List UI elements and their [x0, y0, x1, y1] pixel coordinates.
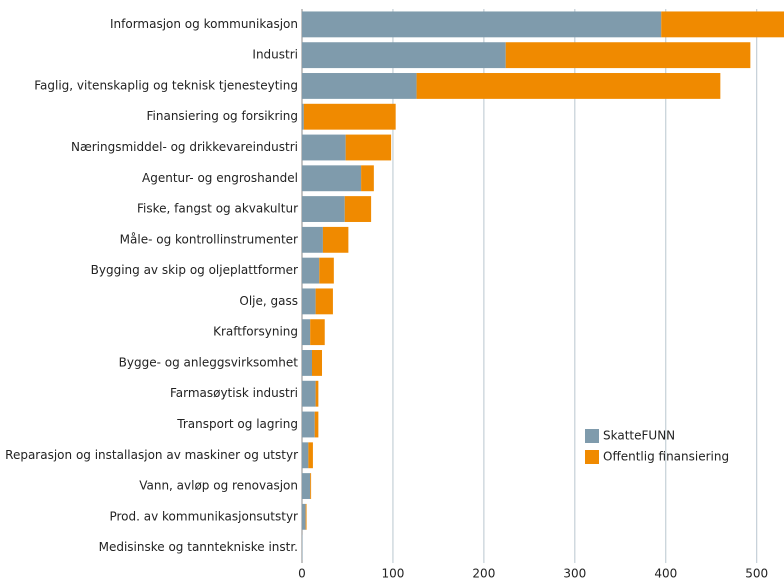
bar: [344, 196, 372, 222]
bar: [361, 165, 374, 192]
bar: [302, 196, 345, 222]
y-tick-label: Faglig, vitenskaplig og teknisk tjeneste…: [34, 78, 298, 92]
x-tick-label: 100: [381, 567, 404, 581]
y-tick-label: Transport og lagring: [176, 417, 298, 431]
bars: [302, 11, 784, 560]
bar: [302, 103, 304, 130]
bar: [302, 257, 320, 284]
y-tick-label: Reparasjon og installasjon av maskiner o…: [5, 448, 298, 462]
legend-label: SkatteFUNN: [603, 429, 675, 443]
y-tick-label: Måle- og kontrollinstrumenter: [120, 232, 298, 246]
bar: [302, 165, 362, 192]
bar: [312, 350, 323, 376]
bar: [661, 11, 784, 38]
bar: [314, 411, 319, 438]
bar: [416, 73, 721, 99]
bar: [310, 319, 325, 346]
labels: 0 100 200 300 400 500 Informasjon og kommunika…: [5, 17, 768, 581]
y-tick-label: Prod. av kommunikasjonsutstyr: [109, 509, 298, 523]
y-tick-label: Olje, gass: [239, 294, 298, 308]
bar: [302, 319, 311, 346]
bar: [302, 380, 316, 407]
y-tick-label: Vann, avløp og renovasjon: [139, 479, 298, 493]
grid: [301, 9, 758, 563]
bar: [319, 257, 334, 284]
legend-label: Offentlig finansiering: [603, 450, 729, 464]
y-tick-label: Fiske, fangst og akvakultur: [137, 202, 298, 216]
bar: [302, 503, 306, 530]
bar: [302, 226, 323, 253]
bar: [302, 411, 315, 438]
y-tick-label: Agentur- og engroshandel: [142, 171, 298, 185]
bar: [302, 134, 346, 161]
bar: [302, 288, 316, 315]
bar: [345, 134, 392, 161]
bar: [302, 442, 309, 469]
x-tick-label: 300: [563, 567, 586, 581]
bar: [315, 288, 333, 315]
y-tick-label: Kraftforsyning: [213, 325, 298, 339]
bar: [322, 226, 349, 253]
bar: [308, 442, 313, 469]
bar: [302, 11, 662, 38]
bar: [303, 103, 396, 130]
legend-swatch: [585, 429, 599, 443]
y-tick-label: Næringsmiddel- og drikkevareindustri: [71, 140, 298, 154]
x-tick-label: 200: [472, 567, 495, 581]
y-tick-label: Bygge- og anleggsvirksomhet: [119, 355, 299, 369]
x-tick-label: 500: [745, 567, 768, 581]
bar: [315, 380, 319, 407]
bar: [302, 73, 417, 99]
bar: [302, 473, 311, 499]
y-tick-label: Farmasøytisk industri: [170, 386, 298, 400]
bar: [302, 350, 313, 376]
bar: [305, 503, 307, 530]
bar: [310, 473, 312, 499]
x-tick-label: 0: [298, 567, 306, 581]
bar: [505, 42, 751, 69]
legend-swatch: [585, 450, 599, 464]
y-tick-label: Industri: [252, 48, 298, 62]
x-tick-label: 400: [654, 567, 677, 581]
y-tick-label: Bygging av skip og oljeplattformer: [91, 263, 298, 277]
y-tick-label: Finansiering og forsikring: [147, 109, 299, 123]
y-tick-label: Informasjon og kommunikasjon: [110, 17, 298, 31]
y-tick-label: Medisinske og tanntekniske instr.: [99, 540, 298, 554]
bar: [302, 42, 506, 69]
